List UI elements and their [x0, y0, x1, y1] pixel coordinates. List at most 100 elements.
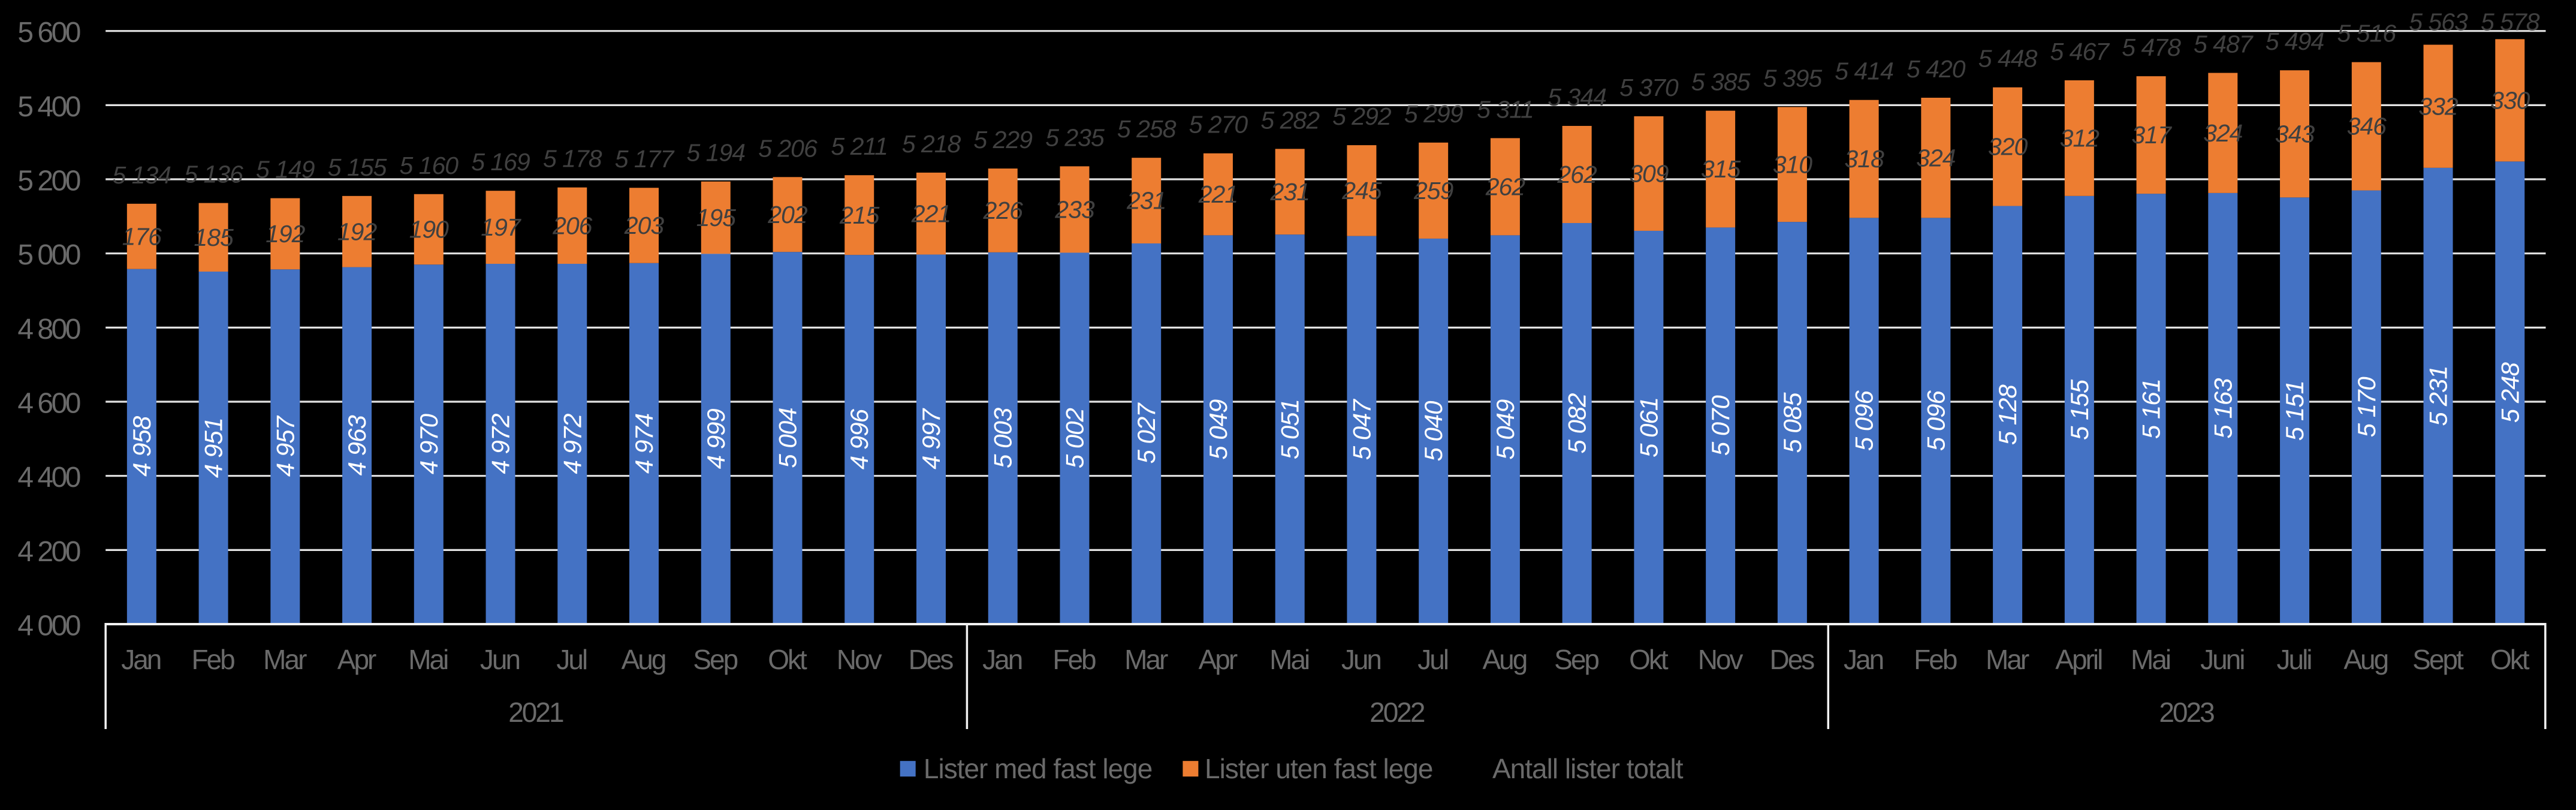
svg-text:317: 317 — [2131, 121, 2173, 149]
svg-text:5 061: 5 061 — [1634, 398, 1663, 457]
svg-text:Mai: Mai — [1269, 644, 1309, 675]
svg-text:5 385: 5 385 — [1691, 68, 1751, 96]
svg-text:5 051: 5 051 — [1276, 399, 1304, 459]
svg-text:343: 343 — [2275, 120, 2315, 147]
svg-text:Okt: Okt — [1629, 644, 1669, 675]
svg-text:202: 202 — [767, 201, 808, 228]
svg-text:Aug: Aug — [2343, 644, 2387, 675]
svg-text:Sept: Sept — [2412, 644, 2464, 675]
svg-text:5 170: 5 170 — [2352, 377, 2381, 438]
svg-text:5 169: 5 169 — [471, 148, 530, 176]
svg-text:330: 330 — [2490, 86, 2530, 114]
svg-text:309: 309 — [1629, 160, 1669, 188]
svg-text:5 578: 5 578 — [2481, 8, 2540, 35]
svg-text:April: April — [2055, 644, 2102, 675]
svg-text:5 344: 5 344 — [1548, 83, 1606, 111]
svg-text:226: 226 — [982, 197, 1023, 224]
svg-text:4 996: 4 996 — [845, 408, 873, 469]
svg-text:4 997: 4 997 — [917, 408, 945, 469]
svg-text:5 070: 5 070 — [1706, 395, 1735, 456]
svg-text:4 200: 4 200 — [17, 536, 80, 568]
svg-text:Mar: Mar — [1986, 644, 2029, 675]
svg-text:5 600: 5 600 — [17, 17, 80, 49]
svg-text:5 194: 5 194 — [686, 139, 745, 167]
svg-text:176: 176 — [122, 222, 162, 250]
svg-text:Feb: Feb — [191, 644, 234, 675]
svg-text:Antall lister totalt: Antall lister totalt — [1492, 753, 1684, 784]
svg-text:5 178: 5 178 — [543, 145, 602, 173]
svg-text:Jul: Jul — [556, 644, 587, 675]
svg-text:5 085: 5 085 — [1778, 392, 1806, 453]
svg-text:192: 192 — [337, 218, 378, 245]
svg-text:5 160: 5 160 — [399, 152, 459, 179]
svg-text:Des: Des — [909, 644, 954, 675]
svg-text:5 206: 5 206 — [758, 134, 818, 162]
svg-text:5 299: 5 299 — [1404, 100, 1463, 128]
svg-text:5 049: 5 049 — [1204, 399, 1232, 460]
svg-text:195: 195 — [696, 204, 737, 231]
svg-text:Aug: Aug — [622, 644, 665, 675]
svg-text:233: 233 — [1054, 196, 1095, 224]
svg-text:Jul: Jul — [1417, 644, 1448, 675]
svg-text:192: 192 — [266, 220, 306, 248]
svg-text:5 003: 5 003 — [989, 408, 1017, 468]
svg-text:4 000: 4 000 — [17, 610, 80, 642]
svg-text:312: 312 — [2060, 125, 2100, 152]
svg-text:Okt: Okt — [2490, 644, 2530, 675]
svg-text:5 420: 5 420 — [1907, 55, 1966, 83]
svg-text:5 400: 5 400 — [17, 91, 80, 123]
svg-text:221: 221 — [1198, 180, 1238, 208]
svg-text:5 231: 5 231 — [2424, 366, 2453, 426]
svg-text:4 958: 4 958 — [128, 415, 156, 477]
svg-text:4 999: 4 999 — [702, 409, 730, 469]
svg-text:5 163: 5 163 — [2209, 378, 2237, 439]
svg-text:Juli: Juli — [2276, 644, 2311, 675]
svg-text:5 002: 5 002 — [1061, 408, 1089, 469]
svg-text:190: 190 — [409, 216, 450, 243]
svg-text:2022: 2022 — [1370, 697, 1425, 728]
svg-text:Sep: Sep — [693, 644, 737, 675]
svg-text:4 972: 4 972 — [558, 414, 586, 474]
svg-text:5 096: 5 096 — [1922, 390, 1950, 451]
svg-text:Jun: Jun — [1341, 644, 1381, 675]
svg-text:Jan: Jan — [1844, 644, 1883, 675]
svg-text:Mai: Mai — [2131, 644, 2170, 675]
svg-text:4 600: 4 600 — [17, 388, 80, 420]
svg-text:5 211: 5 211 — [831, 133, 888, 160]
svg-text:Feb: Feb — [1914, 644, 1957, 675]
svg-text:Feb: Feb — [1052, 644, 1096, 675]
svg-text:Jan: Jan — [982, 644, 1022, 675]
svg-text:Nov: Nov — [1698, 644, 1744, 675]
svg-text:4 972: 4 972 — [487, 414, 515, 474]
svg-text:5 149: 5 149 — [256, 156, 315, 183]
svg-text:4 957: 4 957 — [271, 415, 299, 477]
svg-text:Apr: Apr — [337, 644, 376, 675]
svg-text:231: 231 — [1126, 187, 1166, 215]
svg-text:5 487: 5 487 — [2194, 31, 2254, 58]
svg-text:Lister uten fast lege: Lister uten fast lege — [1205, 753, 1432, 784]
svg-text:310: 310 — [1773, 150, 1813, 178]
svg-text:5 027: 5 027 — [1132, 402, 1160, 464]
svg-text:215: 215 — [839, 201, 880, 229]
svg-text:4 974: 4 974 — [630, 414, 658, 474]
svg-text:5 082: 5 082 — [1563, 393, 1591, 454]
svg-text:5 128: 5 128 — [1993, 384, 2022, 445]
svg-text:4 400: 4 400 — [17, 462, 80, 493]
svg-text:5 136: 5 136 — [184, 161, 243, 188]
svg-text:Nov: Nov — [837, 644, 882, 675]
svg-text:Juni: Juni — [2200, 644, 2244, 675]
svg-text:324: 324 — [2203, 119, 2243, 147]
svg-text:320: 320 — [1988, 133, 2028, 161]
svg-text:5 448: 5 448 — [1978, 45, 2038, 73]
svg-text:5 395: 5 395 — [1763, 65, 1823, 92]
svg-text:203: 203 — [624, 212, 665, 239]
svg-text:318: 318 — [1844, 145, 1884, 173]
svg-text:221: 221 — [911, 200, 951, 227]
svg-text:4 800: 4 800 — [17, 314, 80, 345]
svg-text:5 478: 5 478 — [2122, 34, 2181, 61]
svg-text:185: 185 — [194, 224, 234, 251]
svg-text:332: 332 — [2418, 92, 2459, 120]
svg-text:2023: 2023 — [2159, 697, 2214, 728]
svg-text:5 004: 5 004 — [774, 408, 802, 468]
svg-text:5 218: 5 218 — [902, 130, 961, 158]
